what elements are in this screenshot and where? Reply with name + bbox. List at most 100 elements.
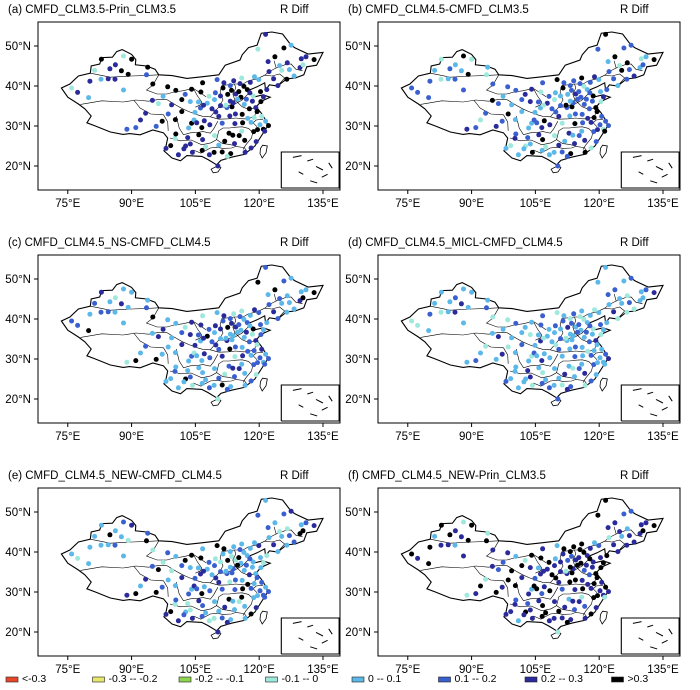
station-dot	[452, 528, 458, 534]
station-dot	[241, 334, 247, 340]
province-boundary	[604, 539, 626, 553]
station-dot	[565, 557, 571, 563]
province-boundary	[556, 359, 594, 383]
station-dot	[445, 76, 451, 82]
station-dot	[640, 62, 646, 68]
station-dot	[445, 542, 451, 548]
station-dot	[640, 528, 646, 534]
station-dot	[599, 113, 605, 119]
diff-label: R Diff	[280, 4, 309, 16]
station-dot	[478, 583, 483, 589]
island-outline	[259, 144, 268, 159]
station-dot	[229, 570, 235, 576]
station-dot	[209, 106, 215, 112]
station-dot	[219, 149, 225, 155]
station-dot	[196, 598, 202, 604]
station-dot	[582, 137, 588, 143]
station-dot	[69, 85, 75, 91]
station-dot	[540, 137, 546, 143]
station-dot	[572, 344, 578, 350]
map-panel-e: (e) CMFD_CLM4.5_NEW-CMFD_CLM4.5 R Diff 50°…	[5, 470, 341, 676]
station-dot	[231, 78, 237, 84]
province-boundary	[264, 539, 286, 553]
province-boundary	[430, 538, 499, 544]
station-dot	[228, 151, 234, 157]
station-dot	[92, 300, 98, 306]
station-dot	[521, 379, 527, 385]
station-dot	[591, 595, 597, 601]
station-dot	[288, 275, 294, 281]
station-dot	[452, 76, 458, 82]
station-dot	[125, 537, 131, 543]
station-dot	[588, 352, 594, 358]
province-boundary	[515, 348, 559, 369]
panel-title: (f) CMFD_CLM4.5_NEW-Prin_CLM3.5	[348, 470, 546, 482]
station-dot	[598, 89, 603, 95]
station-dot	[612, 54, 618, 60]
station-dot	[105, 76, 111, 82]
station-dot	[153, 589, 159, 595]
station-dot	[255, 279, 261, 285]
station-dot	[522, 324, 528, 330]
station-dot	[199, 147, 205, 153]
province-boundary	[133, 332, 169, 364]
station-dot	[263, 584, 269, 590]
station-dot	[192, 342, 198, 348]
station-dot	[189, 319, 195, 325]
station-dot	[529, 382, 535, 388]
station-dot	[246, 572, 252, 578]
station-dot	[581, 567, 587, 573]
station-dot	[265, 59, 271, 65]
station-dot	[621, 45, 627, 51]
station-dot	[118, 534, 124, 540]
station-dot	[98, 522, 104, 528]
station-dot	[643, 287, 649, 293]
station-dot	[569, 553, 574, 559]
province-boundary	[420, 99, 507, 105]
station-dot	[558, 93, 563, 99]
lon-tick-label: 135°E	[647, 431, 679, 443]
station-dot	[567, 98, 573, 104]
station-dot	[163, 378, 169, 384]
station-dot	[569, 570, 575, 576]
station-dot	[452, 542, 458, 548]
lat-tick-label: 40°N	[5, 81, 31, 93]
station-dot	[461, 87, 466, 93]
lat-tick-label: 50°N	[345, 274, 371, 286]
station-dot	[529, 149, 535, 155]
station-dot	[186, 358, 192, 364]
station-dot	[200, 546, 206, 552]
station-dot	[252, 74, 257, 80]
station-dot	[493, 123, 499, 129]
station-dot	[165, 317, 171, 323]
south-china-sea-inset	[620, 617, 680, 655]
station-dot	[311, 290, 317, 296]
station-dot	[521, 146, 527, 152]
station-dot	[512, 350, 518, 356]
station-dot	[522, 557, 528, 563]
station-dot	[499, 351, 505, 357]
station-dot	[651, 57, 657, 63]
station-dot	[483, 110, 489, 116]
station-dot	[559, 615, 565, 621]
legend-label: 0.1 -- 0.2	[455, 673, 497, 685]
station-dot	[149, 97, 155, 103]
station-dot	[98, 309, 104, 315]
station-dot	[232, 354, 238, 360]
station-dot	[207, 588, 213, 594]
station-dot	[218, 326, 223, 332]
station-dot	[579, 344, 585, 350]
station-dot	[432, 67, 438, 73]
lat-tick-label: 20°N	[345, 161, 371, 173]
station-dot	[86, 95, 92, 101]
station-dot	[112, 76, 118, 82]
station-dot	[201, 568, 206, 574]
station-dot	[160, 93, 166, 99]
station-dot	[185, 368, 191, 374]
station-dot	[512, 368, 518, 374]
station-dot	[243, 562, 249, 568]
station-dot	[215, 629, 221, 635]
station-dot	[567, 346, 573, 352]
station-dot	[583, 329, 589, 335]
station-dot	[605, 59, 611, 65]
